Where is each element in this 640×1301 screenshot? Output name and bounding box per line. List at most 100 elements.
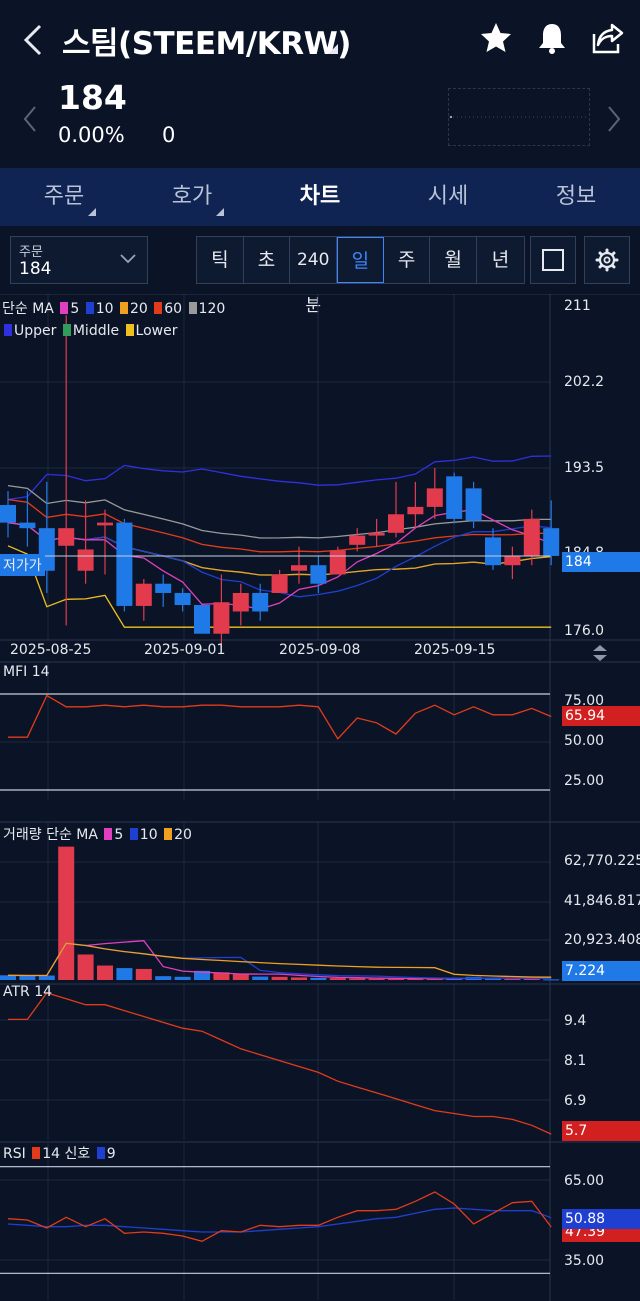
period-year[interactable]: 년 — [477, 237, 524, 283]
candle-body — [523, 518, 540, 556]
tab-bar: 주문 호가 차트 시세 정보 — [0, 168, 640, 226]
share-icon[interactable] — [590, 20, 626, 56]
tab-market[interactable]: 시세 — [427, 184, 469, 209]
candle-body — [19, 522, 36, 529]
star-icon[interactable] — [478, 20, 514, 56]
order-select[interactable]: 주문 184 — [10, 236, 148, 284]
current-price-badge: 184 — [562, 552, 640, 572]
period-second[interactable]: 초 — [243, 237, 291, 283]
prev-coin-icon[interactable] — [20, 104, 40, 134]
rsi-axis-label: 35.00 — [564, 1253, 605, 1269]
volume-bar — [232, 973, 249, 980]
tab-info[interactable]: 정보 — [555, 184, 597, 209]
candle-body — [58, 528, 75, 546]
rsi-line — [7, 1191, 552, 1242]
ma-legend: 단순 MA 5 10 20 60 120 — [2, 298, 225, 318]
candle-body — [329, 550, 346, 575]
atr-line — [8, 992, 552, 1135]
volume-bar — [174, 976, 191, 980]
rsi-signal-line — [7, 1207, 552, 1233]
candle-body — [543, 528, 560, 556]
next-coin-icon[interactable] — [604, 104, 624, 134]
vol-ma5-label: 5 — [114, 827, 124, 843]
candle-body — [97, 522, 113, 526]
bb-lower-line — [7, 545, 552, 628]
atr-label: ATR 14 — [3, 984, 53, 1000]
vol-ma10-label: 10 — [139, 827, 158, 843]
ma120-label: 120 — [198, 301, 226, 317]
rsi-signal-label: 9 — [106, 1146, 116, 1162]
volume-bar — [252, 976, 269, 980]
price-axis-label: 211 — [564, 298, 591, 314]
page-title[interactable]: 스팀(STEEM/KRW) — [62, 26, 351, 62]
ma20-swatch — [119, 302, 128, 314]
mfi-line — [8, 694, 552, 740]
low-price-marker: 저가가 — [0, 554, 45, 576]
chart-toolbar: 주문 184 틱 초 240분 일 주 월 년 — [0, 226, 640, 316]
candle-body — [135, 583, 152, 606]
candle-body — [174, 592, 191, 606]
date-label: 2025-09-15 — [414, 642, 496, 658]
vol-ma5-swatch — [104, 828, 113, 840]
title-dropdown-caret-icon[interactable] — [328, 44, 338, 54]
mini-chart — [448, 88, 590, 146]
square-icon — [542, 249, 564, 271]
current-price: 184 — [58, 78, 127, 117]
bell-icon[interactable] — [534, 20, 570, 56]
candle-body — [116, 522, 133, 606]
price-chart-area[interactable] — [0, 294, 640, 1301]
rsi-signal-swatch — [96, 1147, 105, 1159]
bb-legend: Upper Middle Lower — [2, 323, 178, 339]
candle-body — [504, 555, 521, 566]
tab-orderbook[interactable]: 호가 — [171, 184, 213, 209]
volume-bar — [58, 846, 75, 980]
period-week[interactable]: 주 — [383, 237, 431, 283]
mfi-value-badge: 65.94 — [562, 706, 640, 726]
candle-body — [0, 505, 16, 523]
back-arrow-icon[interactable] — [16, 20, 50, 60]
bb-middle-label: Middle — [72, 323, 120, 339]
resize-handle-icon[interactable] — [590, 644, 610, 662]
mini-chart-line — [449, 116, 589, 118]
volume-axis-label: 62,770.225 — [564, 853, 640, 869]
fullscreen-button[interactable] — [530, 236, 576, 284]
candle-body — [291, 565, 307, 571]
period-day[interactable]: 일 — [337, 237, 384, 283]
volume-bar — [116, 968, 133, 980]
volume-axis-label: 41,846.817 — [564, 893, 640, 909]
candle-body — [310, 565, 327, 584]
date-label: 2025-09-01 — [144, 642, 226, 658]
price-axis-label: 176.0 — [564, 623, 605, 639]
tab-chart[interactable]: 차트 — [299, 184, 341, 209]
vol-ma20-line — [7, 942, 552, 978]
rsi-swatch — [32, 1147, 41, 1159]
ma60-label: 60 — [164, 301, 183, 317]
rsi-axis-label: 65.00 — [564, 1173, 605, 1189]
date-label: 2025-09-08 — [279, 642, 361, 658]
ma5-swatch — [60, 302, 69, 314]
period-month[interactable]: 월 — [430, 237, 478, 283]
atr-value-badge: 5.7 — [562, 1121, 640, 1141]
ma120-line — [7, 484, 552, 539]
ma5-label: 5 — [70, 301, 80, 317]
mfi-label: MFI 14 — [3, 664, 50, 680]
settings-button[interactable] — [584, 236, 630, 284]
candle-body — [465, 488, 482, 521]
volume-bar — [38, 975, 55, 980]
candle-body — [232, 592, 249, 612]
change-amount: 0 — [162, 123, 176, 147]
bb-upper-line — [7, 455, 552, 501]
candle-body — [349, 535, 366, 545]
top-header: 스팀(STEEM/KRW) — [0, 0, 640, 80]
ma20-label: 20 — [129, 301, 148, 317]
volume-bar — [523, 978, 540, 980]
period-240min[interactable]: 240분 — [290, 237, 338, 316]
bb-upper-label: Upper — [14, 323, 57, 339]
candle-body — [446, 476, 463, 519]
volume-bar — [485, 977, 501, 980]
volume-bar — [388, 978, 404, 980]
volume-bar — [194, 970, 210, 980]
tab-order[interactable]: 주문 — [43, 184, 85, 209]
candle-body — [388, 514, 404, 533]
period-tick[interactable]: 틱 — [197, 237, 244, 283]
